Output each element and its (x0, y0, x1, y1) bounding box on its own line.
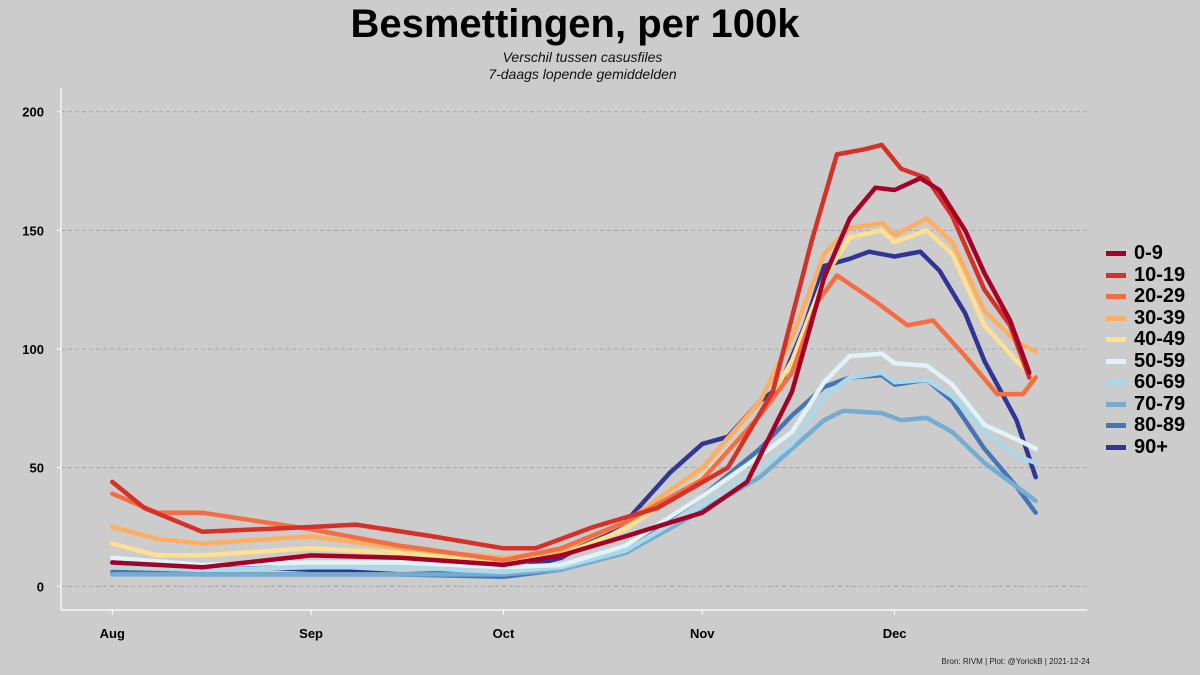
source-caption: Bron: RIVM | Plot: @YorickB | 2021-12-24 (941, 657, 1091, 666)
legend-swatch (1106, 315, 1126, 321)
series-line-0-9 (110, 175, 1032, 570)
legend-item: 50-59 (1106, 349, 1186, 373)
legend-label: 50-59 (1134, 349, 1186, 372)
chart-title: Besmettingen, per 100k (350, 2, 800, 46)
legend-swatch (1106, 251, 1126, 257)
legend-item: 70-79 (1106, 392, 1186, 416)
legend: 0-9 10-19 20-29 30-39 40-49 50-59 60-69 70-79 80… (1106, 242, 1186, 459)
legend-label: 60-69 (1134, 371, 1186, 394)
legend-swatch (1106, 444, 1126, 450)
x-tick-label: Oct (493, 626, 515, 641)
x-tick-label: Dec (883, 626, 907, 641)
legend-item: 10-19 (1106, 263, 1186, 287)
tick-labels: 0 50 100 150 200 Aug Sep Oct Nov Dec (22, 105, 906, 641)
legend-label: 10-19 (1134, 263, 1186, 286)
series-line-50-59 (110, 351, 1038, 570)
subtitle-line-1: Verschil tussen casusfiles (502, 49, 663, 65)
series-line-30-39 (110, 216, 1038, 561)
legend-label: 20-29 (1134, 285, 1186, 308)
legend-label: 0-9 (1134, 242, 1163, 265)
legend-label: 90+ (1134, 435, 1168, 458)
legend-label: 70-79 (1134, 392, 1186, 415)
legend-swatch (1106, 294, 1126, 300)
legend-label: 40-49 (1134, 328, 1186, 351)
y-tick-label: 100 (22, 342, 44, 357)
series-lines (110, 142, 1038, 580)
series-line-60-69 (110, 370, 1038, 575)
y-tick-label: 150 (22, 223, 44, 238)
legend-item: 80-89 (1106, 414, 1186, 437)
series-line-20-29 (110, 273, 1038, 563)
legend-swatch (1106, 380, 1126, 386)
legend-item: 20-29 (1106, 285, 1186, 308)
grid-lines (61, 111, 1087, 587)
y-tick-label: 200 (22, 105, 44, 120)
series-line-10-19 (110, 142, 1032, 551)
legend-item: 40-49 (1106, 328, 1186, 351)
series-line-40-49 (110, 228, 1038, 563)
y-tick-label: 50 (30, 461, 44, 476)
legend-item: 30-39 (1106, 306, 1186, 330)
x-tick-label: Nov (690, 626, 715, 641)
legend-label: 80-89 (1134, 414, 1186, 437)
legend-swatch (1106, 401, 1126, 407)
series-line-90plus (110, 249, 1038, 577)
axes (57, 88, 1087, 615)
legend-item: 60-69 (1106, 371, 1186, 394)
series-line-70-79 (110, 408, 1038, 577)
x-tick-label: Sep (299, 626, 323, 641)
y-tick-label: 0 (37, 579, 44, 594)
x-tick-label: Aug (100, 626, 125, 641)
legend-label: 30-39 (1134, 306, 1186, 329)
legend-swatch (1106, 337, 1126, 343)
legend-item: 0-9 (1106, 242, 1185, 265)
subtitle-line-2: 7-daags lopende gemiddelden (488, 66, 677, 82)
chart-subtitle: Verschil tussen casusfiles 7-daags lopen… (0, 49, 1165, 83)
legend-swatch (1106, 423, 1126, 429)
legend-swatch (1106, 272, 1126, 278)
legend-item: 90+ (1106, 435, 1185, 459)
legend-swatch (1106, 358, 1126, 364)
